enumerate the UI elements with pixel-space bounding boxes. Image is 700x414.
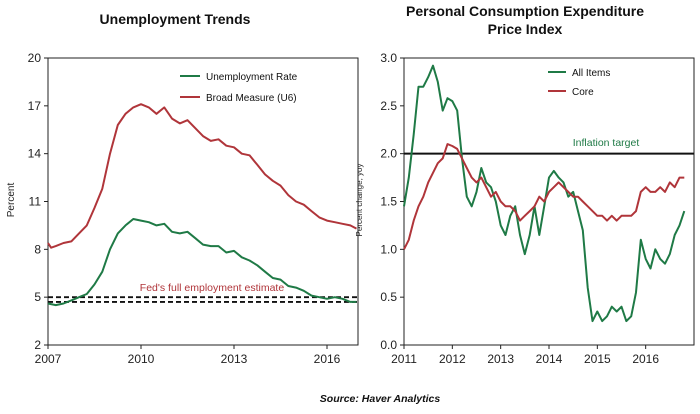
x-tick-label: 2012	[439, 352, 466, 366]
legend-label-all-items: All Items	[572, 68, 610, 79]
legend: Unemployment Rate Broad Measure (U6)	[180, 72, 298, 104]
series-line-core	[403, 143, 685, 250]
x-tick-label: 2016	[632, 352, 659, 366]
y-tick-label: 8	[34, 242, 41, 256]
y-tick-labels: 0.0 0.5 1.0 1.5 2.0 2.5 3.0	[380, 51, 404, 352]
y-tick-label: 2.5	[380, 99, 397, 113]
chart-title-line-1: Personal Consumption Expenditure	[406, 3, 644, 19]
x-tick-labels: 2011 2012 2013 2014 2015 2016	[391, 345, 659, 366]
x-tick-label: 2016	[314, 352, 341, 366]
inflation-target-annotation: Inflation target	[573, 137, 640, 149]
source-note: Source: Haver Analytics	[320, 393, 441, 405]
x-tick-label: 2007	[35, 352, 62, 366]
reference-lines	[48, 296, 358, 303]
pce-chart: Personal Consumption Expenditure Price I…	[355, 3, 695, 366]
y-tick-label: 14	[28, 147, 42, 161]
series-line-all-items	[403, 64, 686, 323]
y-tick-label: 2	[34, 338, 41, 352]
x-tick-label: 2015	[584, 352, 611, 366]
series-line-broad-measure-u6	[47, 103, 357, 249]
y-axis-label: Percent change, yoy	[355, 164, 364, 237]
y-tick-label: 20	[28, 51, 42, 65]
y-tick-label: 3.0	[380, 51, 397, 65]
legend-label-unemployment-rate: Unemployment Rate	[206, 72, 298, 83]
y-tick-label: 2.0	[380, 147, 397, 161]
y-tick-label: 0.0	[380, 338, 397, 352]
x-tick-label: 2014	[536, 352, 563, 366]
legend-label-broad-measure: Broad Measure (U6)	[206, 93, 297, 104]
x-tick-label: 2011	[391, 352, 417, 366]
x-tick-label: 2013	[487, 352, 514, 366]
x-tick-labels: 2007 2010 2013 2016	[35, 345, 341, 366]
chart-title-line-2: Price Index	[488, 21, 563, 37]
chart-title: Unemployment Trends	[100, 11, 251, 27]
y-tick-label: 5	[34, 290, 41, 304]
series-lines	[47, 103, 357, 307]
y-axis-label: Percent	[6, 183, 17, 218]
unemployment-chart: Unemployment Trends Percent 25811141720 …	[6, 11, 359, 366]
y-tick-labels: 2 5 8 11 14 17 20	[28, 51, 48, 352]
legend-label-core: Core	[572, 87, 594, 98]
series-line-unemployment-rate	[47, 218, 357, 307]
y-tick-label: 1.0	[380, 242, 397, 256]
full-employment-annotation: Fed's full employment estimate	[140, 282, 285, 294]
legend: All Items Core	[548, 68, 610, 98]
y-tick-label: 1.5	[380, 195, 397, 209]
series-lines	[403, 64, 686, 323]
plot-frame	[403, 57, 695, 346]
x-tick-label: 2013	[221, 352, 248, 366]
y-tick-label: 11	[29, 195, 42, 209]
y-tick-label: 17	[28, 99, 42, 113]
x-tick-label: 2010	[128, 352, 155, 366]
y-tick-label: 0.5	[380, 290, 397, 304]
